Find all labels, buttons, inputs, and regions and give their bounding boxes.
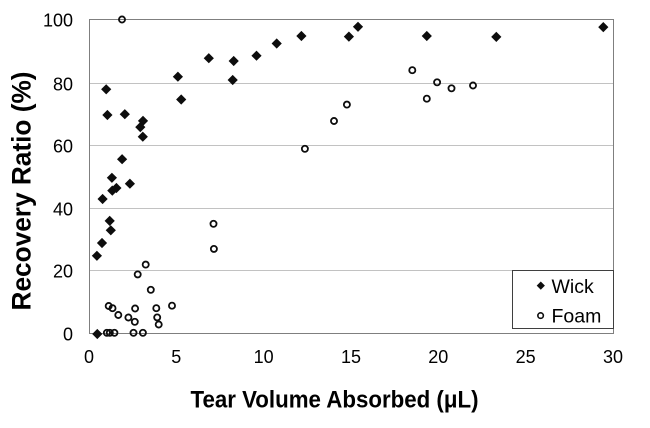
svg-text:25: 25 bbox=[516, 347, 536, 367]
svg-text:80: 80 bbox=[53, 74, 73, 94]
svg-text:0: 0 bbox=[63, 324, 73, 344]
svg-text:Recovery Ratio (%): Recovery Ratio (%) bbox=[7, 72, 37, 311]
svg-text:60: 60 bbox=[53, 136, 73, 156]
svg-text:10: 10 bbox=[254, 347, 274, 367]
svg-text:20: 20 bbox=[53, 261, 73, 281]
svg-text:0: 0 bbox=[84, 347, 94, 367]
svg-text:15: 15 bbox=[341, 347, 361, 367]
svg-text:5: 5 bbox=[171, 347, 181, 367]
svg-text:Wick: Wick bbox=[552, 276, 594, 298]
svg-text:20: 20 bbox=[428, 347, 448, 367]
svg-text:Foam: Foam bbox=[552, 305, 602, 327]
svg-text:Tear Volume Absorbed (μL): Tear Volume Absorbed (μL) bbox=[191, 387, 479, 414]
svg-text:100: 100 bbox=[43, 10, 73, 30]
svg-text:40: 40 bbox=[53, 199, 73, 219]
svg-text:30: 30 bbox=[603, 347, 623, 367]
